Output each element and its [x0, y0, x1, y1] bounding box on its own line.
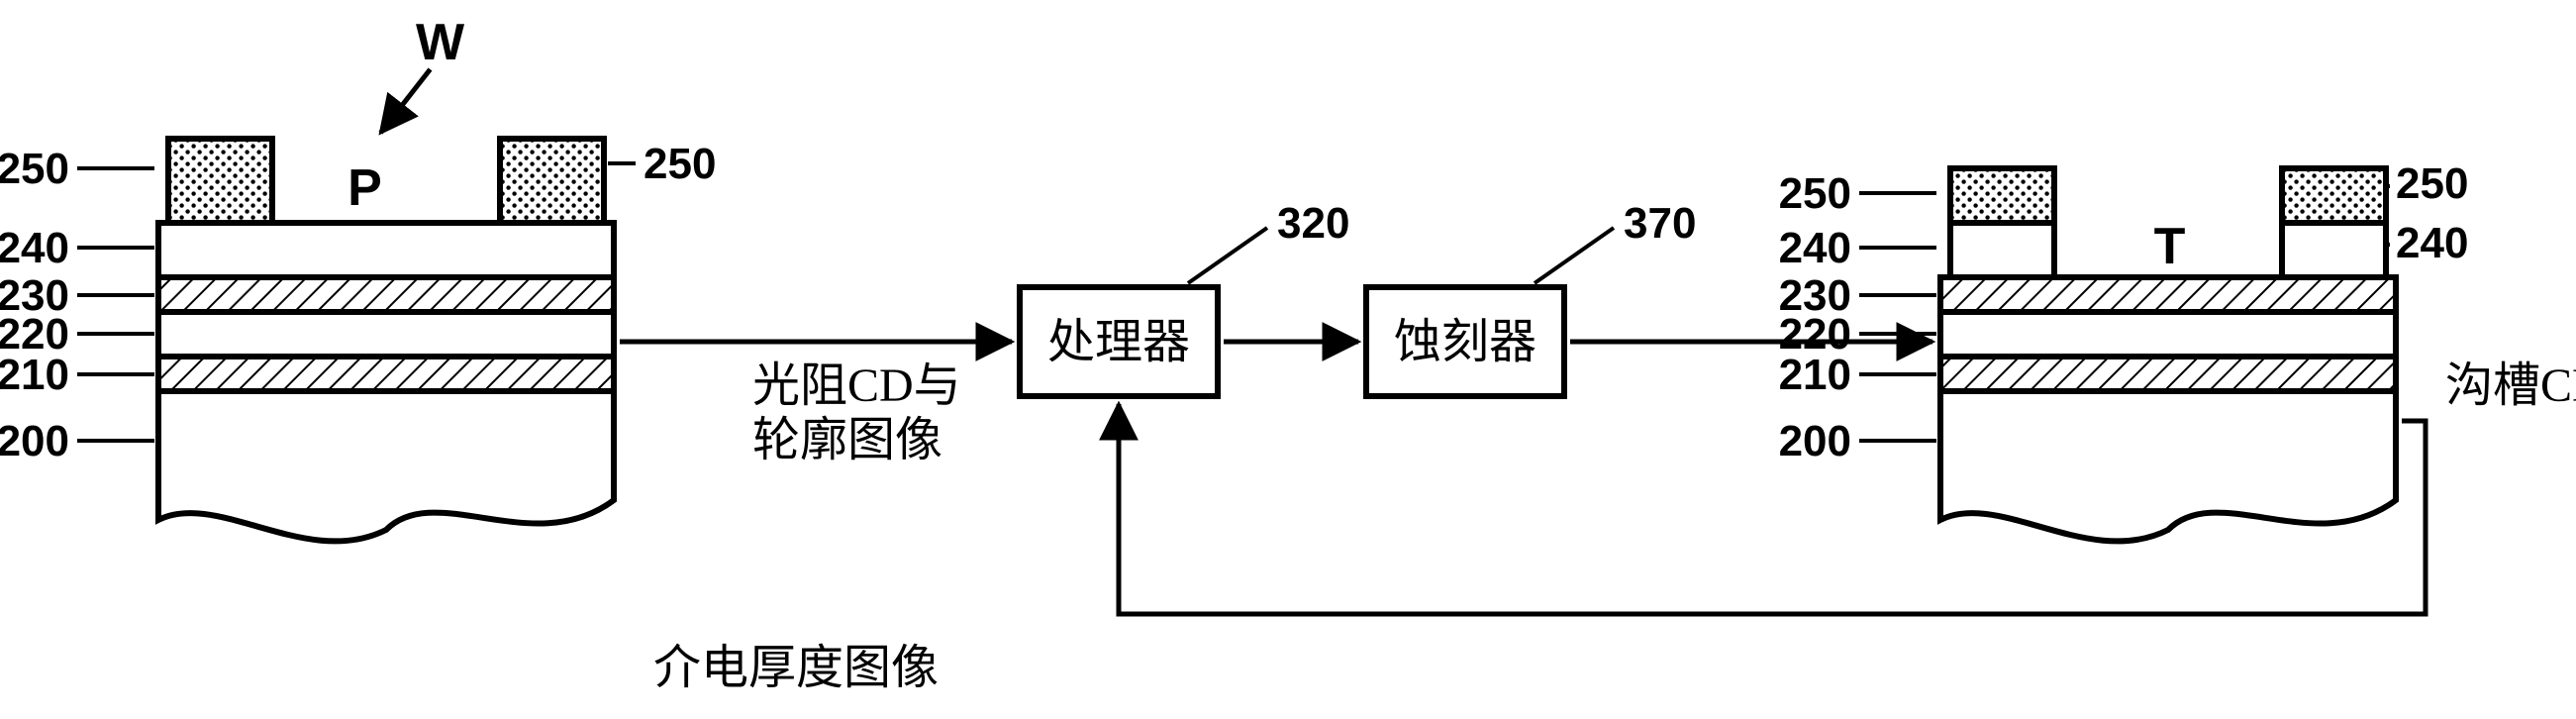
left-label-240: 240 — [0, 224, 69, 272]
etcher-callout: 370 — [1624, 199, 1696, 248]
left-label-200: 200 — [0, 417, 69, 465]
right-label-200: 200 — [1779, 417, 1851, 465]
letter-W: W — [416, 14, 465, 71]
right-label-210: 210 — [1779, 351, 1851, 399]
letter-P: P — [347, 159, 382, 217]
letter-T: T — [2154, 218, 2186, 275]
caption-right: 沟槽CD图像 — [2445, 360, 2576, 412]
right-right-label-250: 250 — [2396, 159, 2468, 208]
etcher-label: 蚀刻器 — [1394, 316, 1536, 368]
processor-callout: 320 — [1277, 199, 1349, 248]
caption-left-2: 轮廓图像 — [752, 414, 942, 466]
caption-left-1: 光阻CD与 — [752, 360, 961, 412]
caption-feedback: 介电厚度图像 — [653, 642, 939, 694]
processor-label: 处理器 — [1047, 316, 1190, 368]
left-label-250: 250 — [0, 145, 69, 193]
right-label-240: 240 — [1779, 224, 1851, 272]
left-label-210: 210 — [0, 351, 69, 399]
right-right-label-240: 240 — [2396, 219, 2468, 267]
left-right-label-250: 250 — [644, 140, 716, 188]
right-label-250: 250 — [1779, 169, 1851, 218]
